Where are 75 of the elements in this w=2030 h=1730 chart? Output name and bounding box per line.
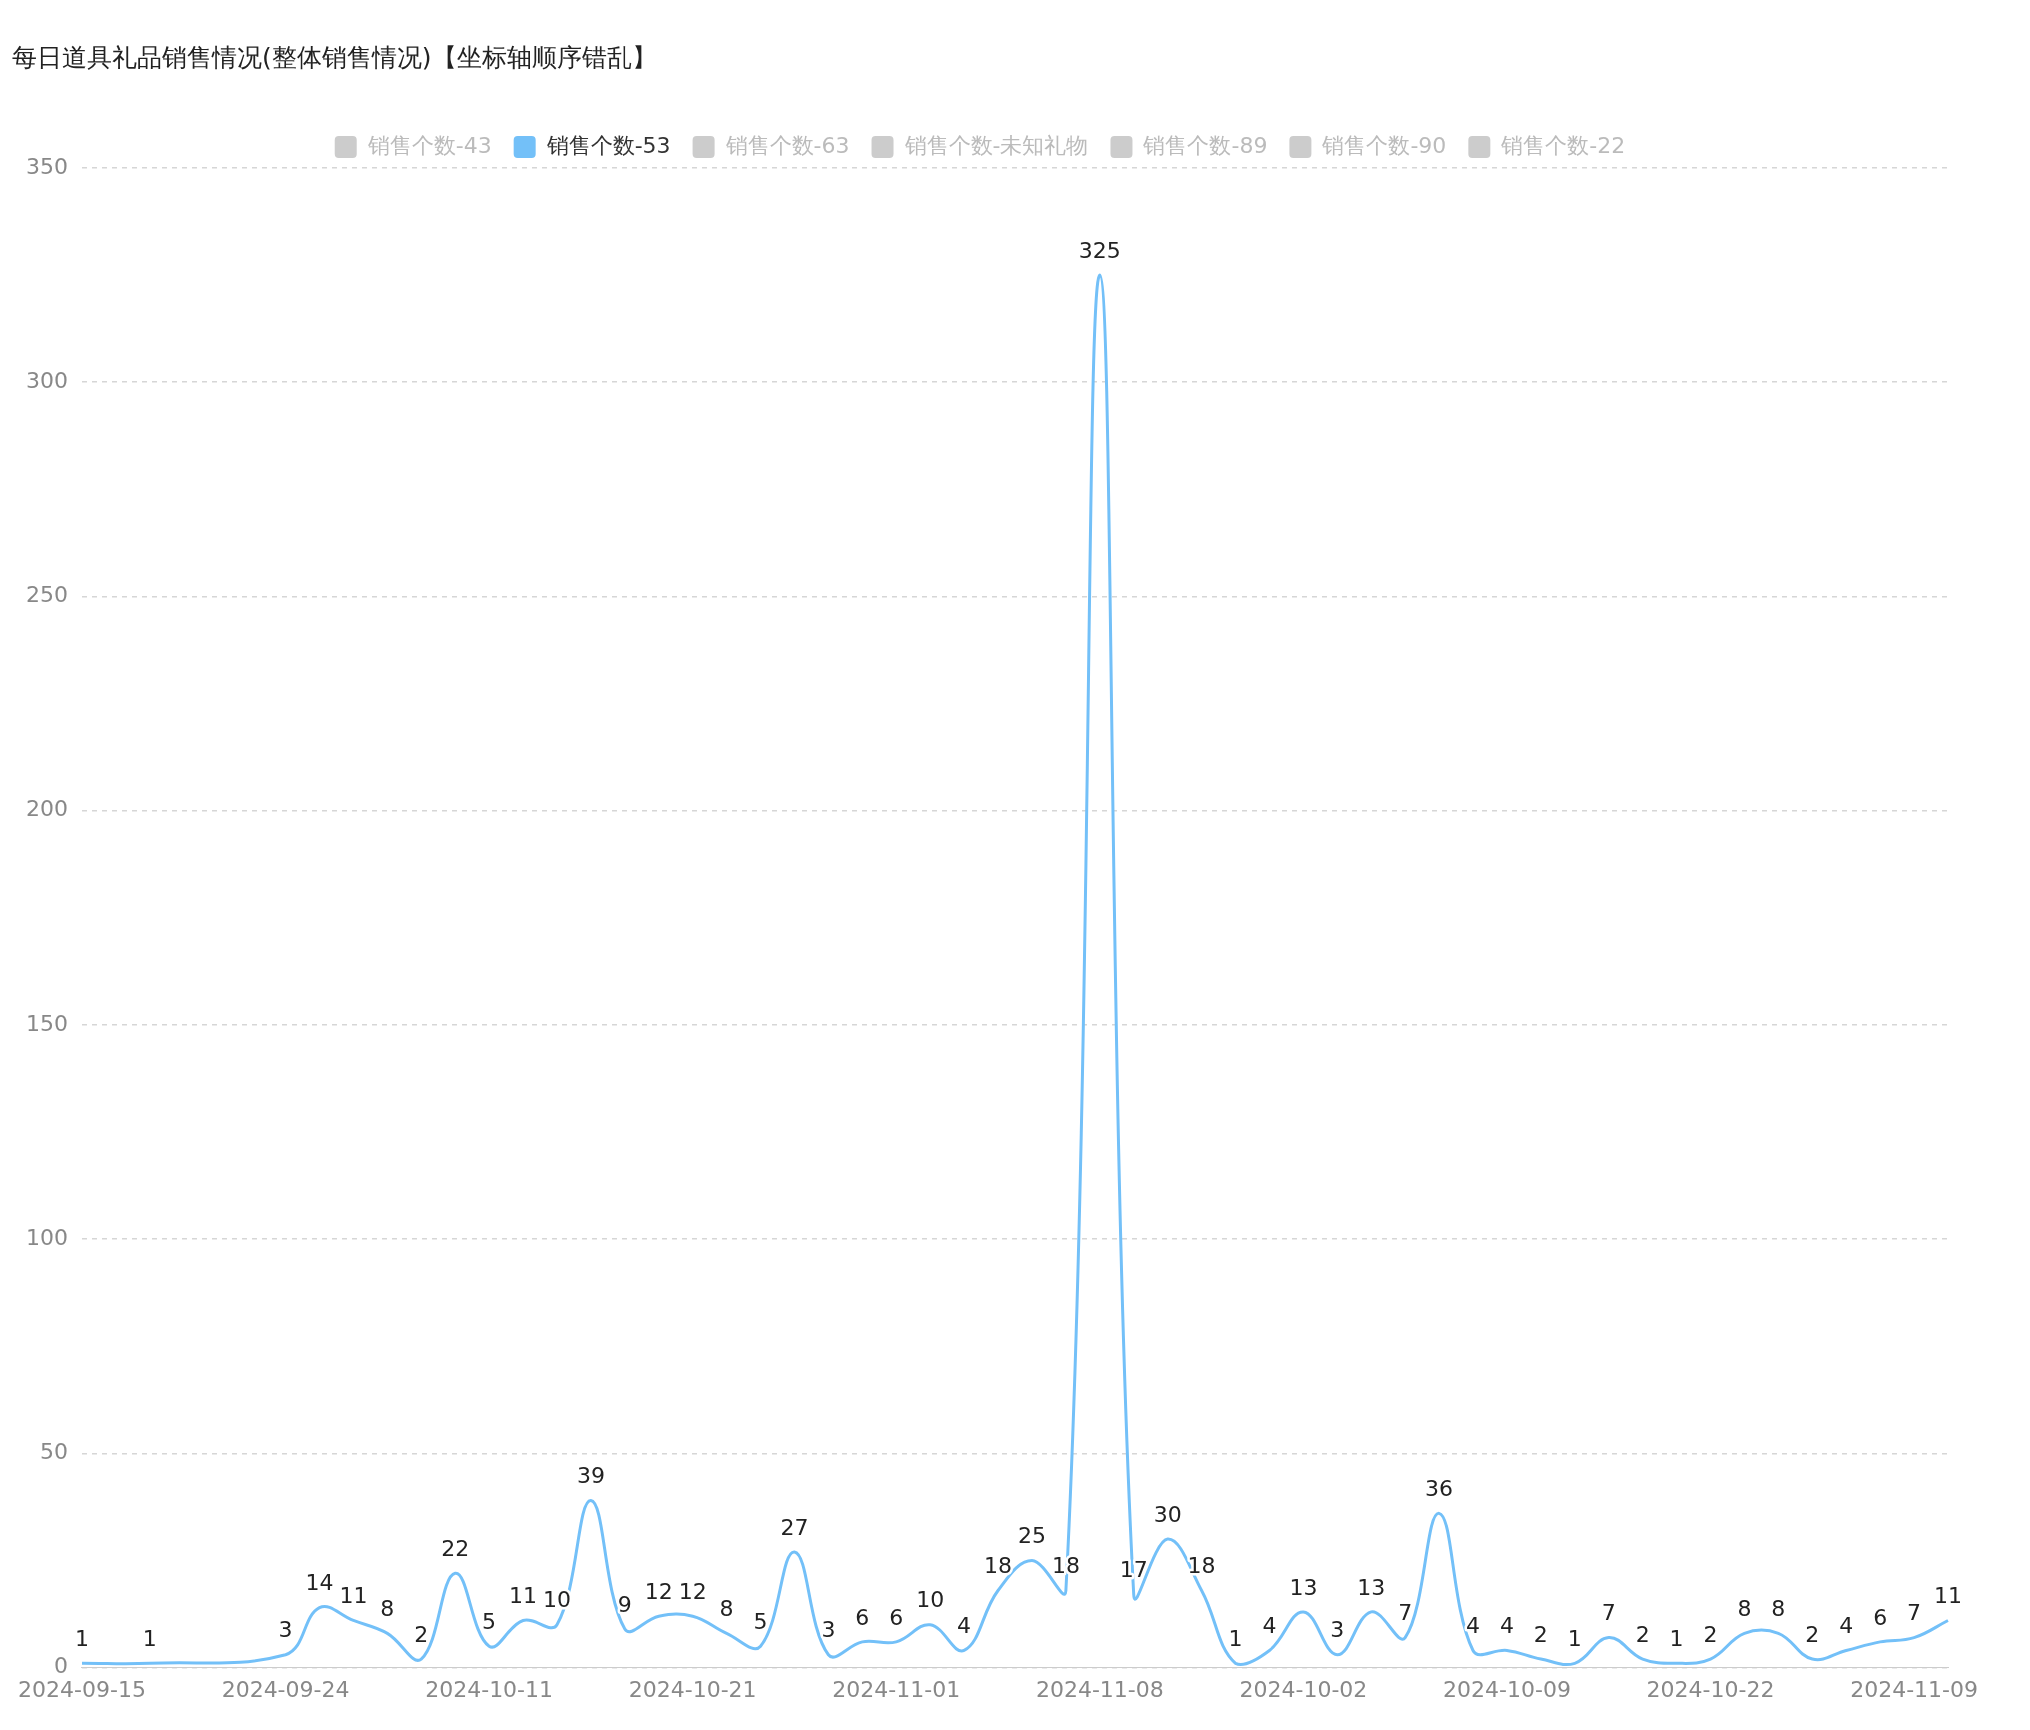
data-label: 6	[889, 1604, 904, 1630]
data-label: 30	[1153, 1501, 1182, 1527]
data-label: 4	[1262, 1613, 1277, 1639]
y-tick-label: 250	[25, 582, 68, 608]
data-label: 2	[1635, 1621, 1650, 1647]
data-label: 13	[1289, 1574, 1318, 1600]
data-label: 8	[1737, 1596, 1752, 1622]
data-label: 8	[719, 1596, 734, 1622]
chart-title: 每日道具礼品销售情况(整体销售情况)【坐标轴顺序错乱】	[12, 42, 657, 72]
data-label: 10	[916, 1587, 945, 1613]
data-label: 5	[482, 1608, 497, 1634]
data-label: 1	[142, 1626, 157, 1652]
data-label: 4	[1839, 1613, 1854, 1639]
data-label: 3	[1330, 1617, 1345, 1643]
x-tick-label: 2024-10-09	[1443, 1676, 1571, 1702]
legend-label: 销售个数-90	[1321, 132, 1447, 158]
data-label: 1	[1669, 1626, 1684, 1652]
x-tick-label: 2024-11-08	[1035, 1676, 1164, 1702]
data-label: 2	[1533, 1621, 1548, 1647]
data-label: 39	[576, 1463, 605, 1489]
x-tick-label: 2024-09-15	[18, 1676, 146, 1702]
data-label: 27	[780, 1514, 809, 1540]
legend-label: 销售个数-43	[366, 132, 492, 158]
data-label: 9	[617, 1591, 632, 1617]
y-tick-label: 150	[25, 1010, 68, 1036]
data-label: 6	[855, 1604, 870, 1630]
data-label: 13	[1357, 1574, 1386, 1600]
data-label: 14	[305, 1570, 334, 1596]
data-label: 22	[441, 1536, 470, 1562]
legend-label: 销售个数-63	[724, 132, 850, 158]
data-label: 2	[1703, 1621, 1718, 1647]
data-label: 11	[339, 1583, 368, 1609]
x-tick-label: 2024-09-24	[221, 1676, 350, 1702]
data-label: 4	[957, 1613, 972, 1639]
data-label: 11	[1934, 1583, 1962, 1609]
data-label: 5	[753, 1608, 768, 1634]
data-label: 18	[984, 1553, 1013, 1579]
data-label: 8	[380, 1596, 395, 1622]
data-label: 18	[1187, 1553, 1216, 1579]
legend-label: 销售个数-53	[545, 132, 671, 158]
x-tick-label: 2024-10-02	[1239, 1676, 1368, 1702]
data-label: 3	[278, 1617, 293, 1643]
y-tick-label: 100	[25, 1224, 68, 1250]
data-label: 6	[1873, 1604, 1888, 1630]
legend-label: 销售个数-22	[1500, 132, 1626, 158]
x-tick-label: 2024-10-22	[1646, 1676, 1775, 1702]
x-tick-label: 2024-11-09	[1850, 1676, 1978, 1702]
data-label: 7	[1601, 1600, 1616, 1626]
data-label: 2	[414, 1621, 429, 1647]
data-label: 8	[1771, 1596, 1786, 1622]
data-label: 1	[74, 1626, 89, 1652]
data-label: 1	[1228, 1626, 1243, 1652]
x-tick-label: 2024-11-01	[832, 1676, 961, 1702]
data-label: 7	[1907, 1600, 1922, 1626]
data-label: 4	[1499, 1613, 1514, 1639]
y-tick-label: 0	[53, 1653, 68, 1679]
y-tick-label: 50	[39, 1439, 68, 1465]
data-label: 12	[644, 1578, 673, 1604]
data-label: 1	[1567, 1626, 1582, 1652]
legend-label: 销售个数-89	[1142, 132, 1268, 158]
data-label: 36	[1425, 1476, 1454, 1502]
y-tick-label: 300	[25, 367, 68, 393]
x-tick-label: 2024-10-11	[425, 1676, 554, 1702]
data-label: 7	[1398, 1600, 1413, 1626]
data-label: 4	[1466, 1613, 1481, 1639]
data-label: 25	[1017, 1523, 1046, 1549]
data-label: 2	[1805, 1621, 1820, 1647]
data-label: 3	[821, 1617, 836, 1643]
data-label: 12	[678, 1578, 707, 1604]
x-tick-label: 2024-10-21	[628, 1676, 757, 1702]
y-tick-label: 200	[25, 796, 68, 822]
y-tick-label: 350	[25, 153, 68, 179]
legend-label: 销售个数-未知礼物	[903, 132, 1089, 158]
data-label: 325	[1078, 237, 1121, 263]
data-label: 11	[509, 1583, 538, 1609]
